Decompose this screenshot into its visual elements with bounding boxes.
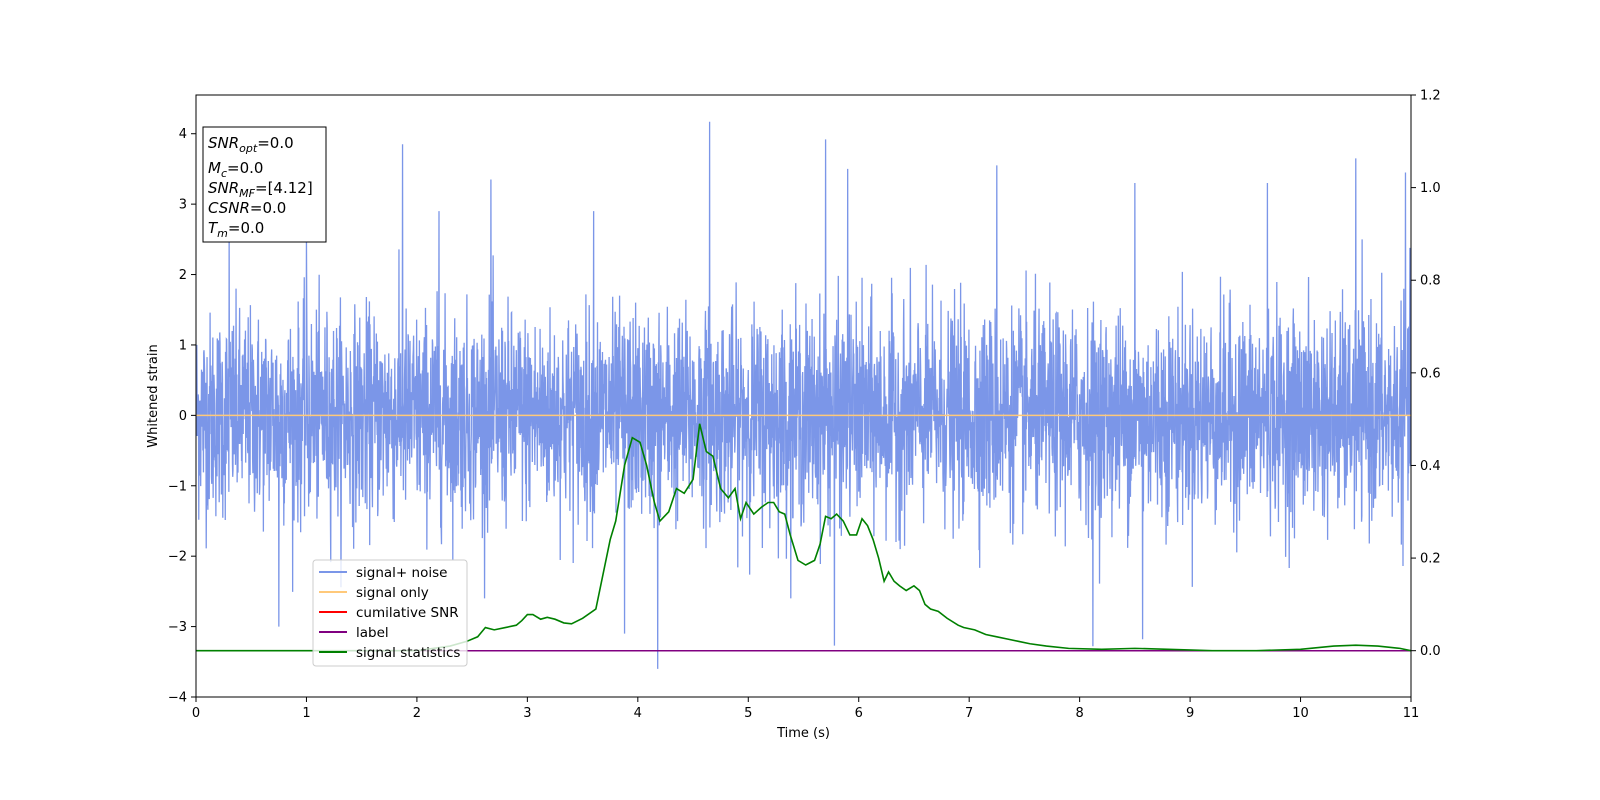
y2-tick-label: 1.2 <box>1420 89 1441 104</box>
info-box: SNRopt=0.0 Mc=0.0 SNRMF=[4.12] CSNR=0.0 … <box>202 126 327 243</box>
y2-tick-label: 0.2 <box>1420 552 1441 567</box>
y2-tick-label: 0.0 <box>1420 644 1441 659</box>
x-tick-label: 10 <box>1292 706 1309 721</box>
y-tick-label: 1 <box>179 338 187 353</box>
x-tick-label: 0 <box>192 706 200 721</box>
y-axis-label: Whitened strain <box>146 344 161 447</box>
info-box-frame <box>202 126 327 243</box>
legend-label-signal-noise: signal+ noise <box>356 565 447 581</box>
y-tick-label: −1 <box>168 479 187 494</box>
x-tick-label: 3 <box>523 706 531 721</box>
x-axis-label: Time (s) <box>776 726 830 741</box>
y-tick-label: 0 <box>179 409 187 424</box>
series-signal-statistics <box>196 423 1411 652</box>
legend-frame <box>312 559 468 667</box>
x-tick-label: 5 <box>744 706 752 721</box>
info-snr-mf: SNRMF=[4.12] <box>208 179 313 200</box>
x-tick-label: 11 <box>1403 706 1420 721</box>
y2-tick-label: 1.0 <box>1420 181 1441 196</box>
x-axis: 0 1 2 3 4 5 6 7 8 9 10 11 <box>192 697 1419 721</box>
legend-label-label: label <box>356 625 389 641</box>
y-tick-label: 2 <box>179 268 187 283</box>
x-tick-label: 2 <box>413 706 421 721</box>
x-tick-label: 8 <box>1075 706 1083 721</box>
y2-tick-label: 0.6 <box>1420 366 1441 381</box>
legend-label-signal-only: signal only <box>356 585 429 601</box>
legend-label-signal-statistics: signal statistics <box>356 645 460 661</box>
y2-tick-label: 0.8 <box>1420 274 1441 289</box>
x-tick-label: 7 <box>965 706 973 721</box>
series-signal-noise <box>196 121 1411 669</box>
info-tm: Tm=0.0 <box>208 219 264 240</box>
info-snr-opt: SNRopt=0.0 <box>208 134 294 155</box>
y-tick-label: 3 <box>179 198 187 213</box>
info-mc: Mc=0.0 <box>208 159 263 180</box>
y-axis-left: −4 −3 −2 −1 0 1 2 3 4 <box>168 127 196 706</box>
y-tick-label: −4 <box>168 691 187 706</box>
x-tick-label: 6 <box>855 706 863 721</box>
y-axis-right: 0.0 0.2 0.4 0.6 0.8 1.0 1.2 <box>1411 89 1441 659</box>
axes-frame <box>195 94 1412 698</box>
x-tick-label: 9 <box>1186 706 1194 721</box>
y-tick-label: −3 <box>168 620 187 635</box>
legend: signal+ noise signal only cumilative SNR… <box>312 559 468 667</box>
legend-label-cumulative-snr: cumilative SNR <box>356 605 459 621</box>
x-tick-label: 1 <box>302 706 310 721</box>
y-tick-label: 4 <box>179 127 187 142</box>
y2-tick-label: 0.4 <box>1420 459 1441 474</box>
x-tick-label: 4 <box>634 706 642 721</box>
info-csnr: CSNR=0.0 <box>208 199 286 217</box>
y-tick-label: −2 <box>168 550 187 565</box>
